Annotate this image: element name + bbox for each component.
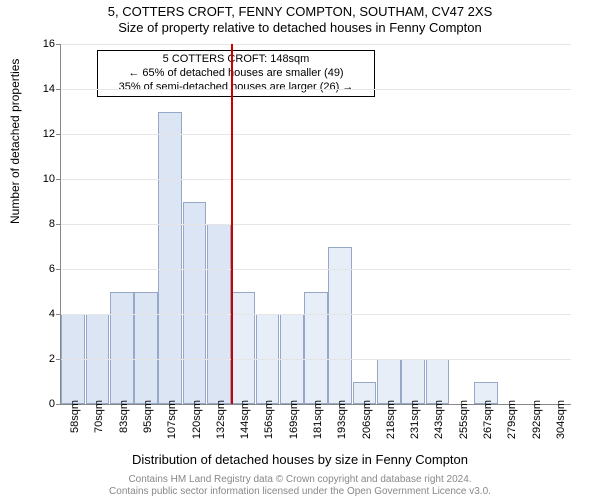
gridline — [61, 44, 571, 45]
annotation-line: 5 COTTERS CROFT: 148sqm — [102, 53, 370, 67]
xtick-label: 292sqm — [531, 400, 543, 439]
ytick — [56, 179, 61, 180]
title-subtitle: Size of property relative to detached ho… — [0, 20, 600, 35]
bar — [183, 202, 207, 405]
xtick-label: 218sqm — [385, 400, 397, 439]
gridline — [61, 179, 571, 180]
annotation-line: ← 65% of detached houses are smaller (49… — [102, 67, 370, 81]
xtick-label: 279sqm — [506, 400, 518, 439]
gridline — [61, 224, 571, 225]
footer-line: Contains HM Land Registry data © Crown c… — [0, 474, 600, 486]
xtick-label: 70sqm — [93, 400, 105, 433]
xtick-label: 304sqm — [555, 400, 567, 439]
ytick-label: 14 — [33, 83, 55, 95]
xtick-label: 144sqm — [239, 400, 251, 439]
ytick-label: 0 — [33, 398, 55, 410]
ytick-label: 6 — [33, 263, 55, 275]
xtick-label: 58sqm — [69, 400, 81, 433]
xtick-label: 193sqm — [336, 400, 348, 439]
chart-container: 5, COTTERS CROFT, FENNY COMPTON, SOUTHAM… — [0, 0, 600, 500]
gridline — [61, 134, 571, 135]
footer-attribution: Contains HM Land Registry data © Crown c… — [0, 474, 600, 498]
ytick — [56, 269, 61, 270]
ytick — [56, 134, 61, 135]
gridline — [61, 359, 571, 360]
reference-line — [231, 44, 233, 404]
ytick-label: 10 — [33, 173, 55, 185]
xtick-label: 120sqm — [191, 400, 203, 439]
gridline — [61, 269, 571, 270]
chart-plot-area: 5 COTTERS CROFT: 148sqm← 65% of detached… — [60, 44, 571, 405]
xtick-label: 132sqm — [215, 400, 227, 439]
xtick-label: 206sqm — [361, 400, 373, 439]
ytick-label: 8 — [33, 218, 55, 230]
y-axis-label: Number of detached properties — [8, 59, 22, 224]
xtick-label: 181sqm — [312, 400, 324, 439]
xtick-label: 107sqm — [166, 400, 178, 439]
xtick-label: 255sqm — [458, 400, 470, 439]
ytick — [56, 224, 61, 225]
xtick-label: 169sqm — [288, 400, 300, 439]
bar — [328, 247, 352, 405]
annotation-box: 5 COTTERS CROFT: 148sqm← 65% of detached… — [97, 50, 375, 97]
bar — [134, 292, 158, 405]
xtick-label: 243sqm — [433, 400, 445, 439]
ytick — [56, 44, 61, 45]
ytick-label: 4 — [33, 308, 55, 320]
xtick-label: 83sqm — [118, 400, 130, 433]
ytick-label: 2 — [33, 353, 55, 365]
bar — [158, 112, 182, 405]
bar — [377, 359, 401, 404]
ytick — [56, 89, 61, 90]
bar — [304, 292, 328, 405]
ytick-label: 16 — [33, 38, 55, 50]
title-address: 5, COTTERS CROFT, FENNY COMPTON, SOUTHAM… — [0, 4, 600, 19]
ytick — [56, 404, 61, 405]
xtick-label: 95sqm — [142, 400, 154, 433]
bar — [401, 359, 425, 404]
gridline — [61, 89, 571, 90]
annotation-line: 35% of semi-detached houses are larger (… — [102, 81, 370, 95]
xtick-label: 231sqm — [409, 400, 421, 439]
gridline — [61, 314, 571, 315]
bar — [110, 292, 134, 405]
xtick-label: 267sqm — [482, 400, 494, 439]
ytick-label: 12 — [33, 128, 55, 140]
xtick-label: 156sqm — [263, 400, 275, 439]
bar — [231, 292, 255, 405]
bar — [426, 359, 450, 404]
titles: 5, COTTERS CROFT, FENNY COMPTON, SOUTHAM… — [0, 4, 600, 35]
ytick — [56, 359, 61, 360]
x-axis-title: Distribution of detached houses by size … — [0, 452, 600, 467]
footer-line: Contains public sector information licen… — [0, 486, 600, 498]
ytick — [56, 314, 61, 315]
